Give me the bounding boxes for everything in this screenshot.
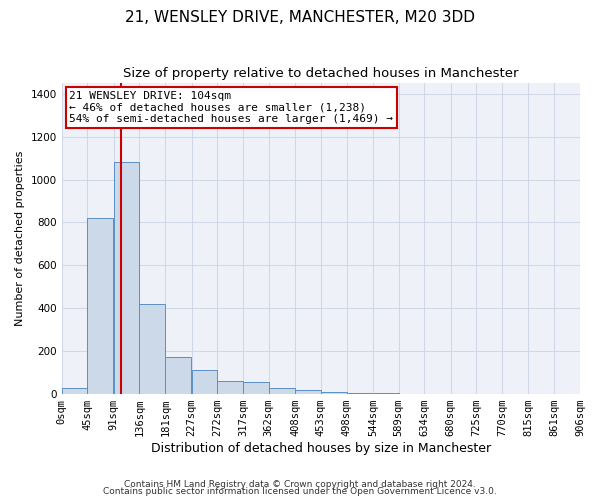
Bar (114, 162, 139, 394)
Bar (139, 304, 165, 394)
Title: Size of property relative to detached houses in Manchester: Size of property relative to detached ho… (123, 68, 518, 80)
Bar (217, 381, 243, 394)
Bar (165, 356, 191, 394)
Text: Contains HM Land Registry data © Crown copyright and database right 2024.: Contains HM Land Registry data © Crown c… (124, 480, 476, 489)
Bar (243, 382, 269, 394)
Text: 21, WENSLEY DRIVE, MANCHESTER, M20 3DD: 21, WENSLEY DRIVE, MANCHESTER, M20 3DD (125, 10, 475, 25)
Bar (321, 392, 347, 394)
Bar (269, 388, 295, 394)
Bar (295, 390, 321, 394)
Bar (62, 388, 88, 394)
X-axis label: Distribution of detached houses by size in Manchester: Distribution of detached houses by size … (151, 442, 491, 455)
Y-axis label: Number of detached properties: Number of detached properties (15, 151, 25, 326)
Bar (88, 218, 113, 394)
Text: Contains public sector information licensed under the Open Government Licence v3: Contains public sector information licen… (103, 487, 497, 496)
Bar (191, 370, 217, 394)
Bar (347, 393, 373, 394)
Text: 21 WENSLEY DRIVE: 104sqm
← 46% of detached houses are smaller (1,238)
54% of sem: 21 WENSLEY DRIVE: 104sqm ← 46% of detach… (70, 91, 394, 124)
